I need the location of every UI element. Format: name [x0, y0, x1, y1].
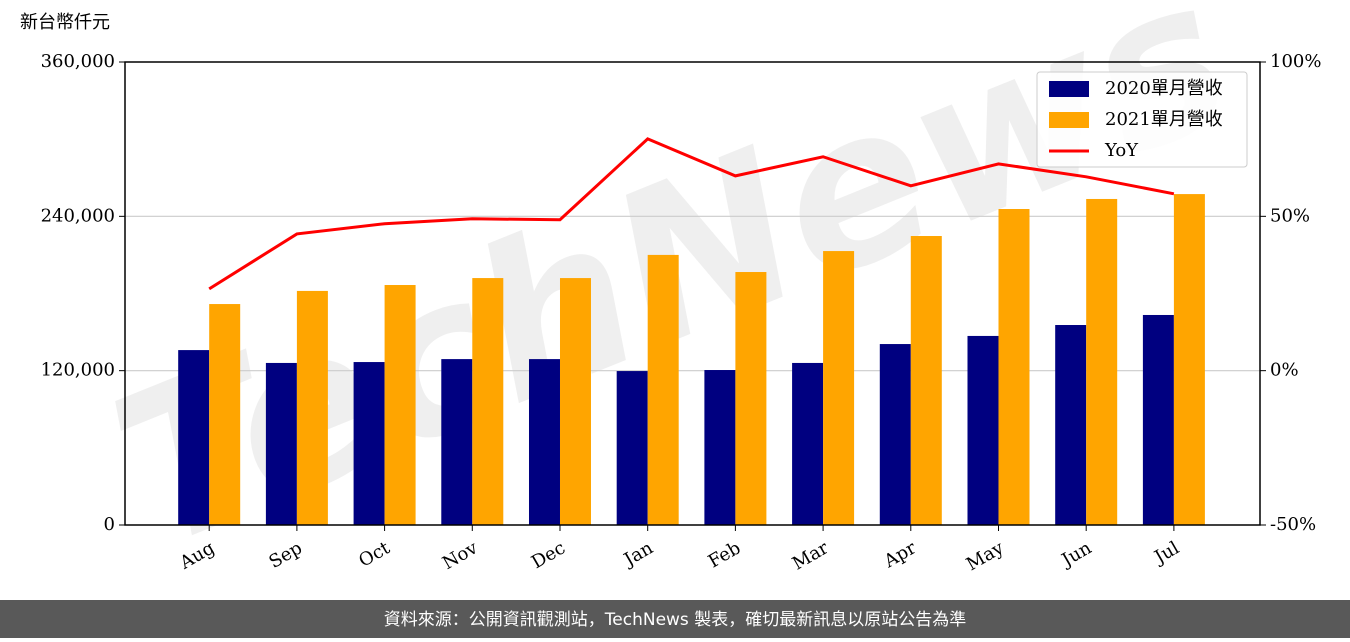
- legend-swatch: [1049, 112, 1089, 128]
- legend-label: 2021單月營收: [1105, 109, 1223, 130]
- x-tick-label: May: [963, 537, 1008, 575]
- y2-tick-label: 0%: [1270, 360, 1299, 381]
- bar: [879, 344, 911, 525]
- x-tick-label: Apr: [880, 537, 920, 572]
- y2-tick-label: -50%: [1270, 514, 1316, 535]
- bar: [1055, 325, 1087, 525]
- legend-label: 2020單月營收: [1105, 78, 1223, 99]
- bar: [704, 370, 736, 525]
- bar: [528, 359, 560, 525]
- x-tick-label: Mar: [789, 537, 833, 574]
- bar: [441, 359, 473, 525]
- y-tick-label: 120,000: [41, 360, 115, 381]
- bar: [559, 278, 591, 525]
- x-tick-label: Feb: [705, 537, 745, 572]
- y2-tick-label: 100%: [1270, 51, 1321, 72]
- bar: [1086, 198, 1118, 526]
- legend-label: YoY: [1104, 140, 1139, 161]
- bar: [265, 362, 297, 525]
- bar: [1173, 194, 1205, 525]
- bar: [967, 335, 999, 525]
- legend-box: [1036, 71, 1248, 168]
- bar: [647, 254, 679, 525]
- bar: [998, 209, 1030, 525]
- y-tick-label: 360,000: [41, 51, 115, 72]
- x-tick-label: Oct: [355, 537, 394, 572]
- y-axis-title: 新台幣仟元: [20, 12, 110, 33]
- bar: [384, 285, 416, 525]
- x-tick-label: Jun: [1057, 537, 1096, 572]
- bar: [472, 278, 504, 525]
- x-tick-label: Jul: [1149, 537, 1183, 569]
- bar: [296, 290, 328, 525]
- x-tick-label: Nov: [439, 537, 482, 574]
- bar: [792, 362, 824, 525]
- x-tick-label: Jan: [619, 537, 657, 571]
- x-tick-label: Dec: [528, 537, 569, 573]
- bar: [616, 371, 648, 525]
- bar: [735, 272, 767, 525]
- line: [208, 137, 1175, 291]
- bar: [209, 304, 241, 525]
- y-tick-label: 0: [104, 514, 115, 535]
- bar: [178, 350, 210, 525]
- bar: [1142, 314, 1174, 525]
- bar: [910, 236, 942, 525]
- footer: 資料來源：公開資訊觀測站，TechNews 製表，確切最新訊息以原站公告為準: [384, 610, 966, 630]
- y-tick-label: 240,000: [41, 205, 115, 226]
- bar: [823, 251, 855, 525]
- y2-tick-label: 50%: [1270, 205, 1310, 226]
- bar: [353, 362, 385, 525]
- footer-bar: [0, 600, 1350, 638]
- plot-frame: [124, 61, 1261, 526]
- legend-swatch: [1049, 81, 1089, 97]
